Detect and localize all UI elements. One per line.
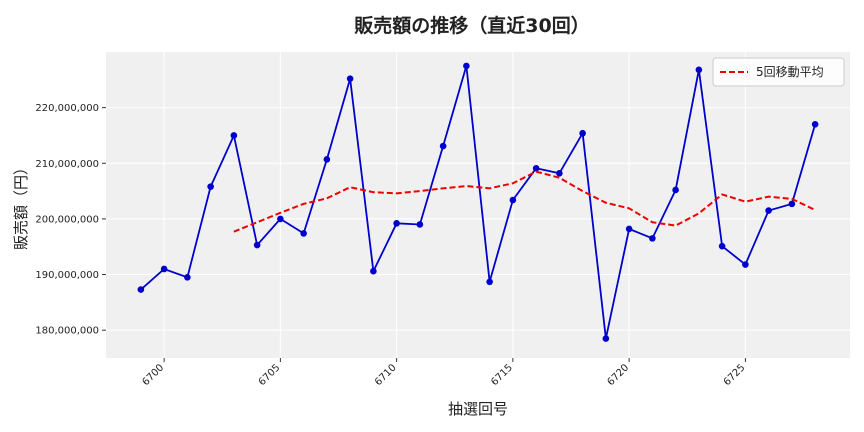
sales-point-6714 [486, 278, 493, 286]
y-axis-ticks: 180,000,000 190,000,000 200,000,000 210,000… [35, 103, 106, 337]
sales-point-6700 [160, 265, 168, 273]
y-axis-label: 販売額（円） [12, 160, 30, 250]
x-axis-label: 抽選回号 [448, 400, 508, 418]
sales-point-6708 [346, 75, 354, 83]
x-tick-label-2: 6710 [373, 362, 399, 388]
grid-lines [106, 52, 850, 358]
chart-title: 販売額の推移（直近30回） [354, 14, 589, 37]
sales-point-6713 [463, 62, 470, 70]
x-tick-label-0: 6700 [140, 362, 166, 388]
sales-point-6699 [137, 286, 145, 293]
sales-point-6710 [393, 220, 400, 227]
sales-point-6709 [370, 267, 377, 275]
sales-point-6727 [788, 200, 796, 208]
sales-point-6705 [277, 215, 284, 223]
sales-point-6701 [184, 274, 191, 281]
series-layer [137, 62, 819, 342]
sales-point-6720 [625, 225, 633, 233]
y-tick-label-4: 220,000,000 [35, 103, 99, 114]
sales-point-6715 [509, 196, 517, 204]
legend-box [712, 57, 845, 87]
sales-point-6707 [323, 156, 331, 163]
sales-point-6718 [579, 129, 586, 137]
sales-point-6702 [207, 183, 214, 190]
sales-point-6723 [695, 66, 703, 74]
x-tick-label-4: 6720 [605, 362, 631, 388]
sales-point-6726 [765, 207, 772, 214]
y-tick-label-0: 180,000,000 [35, 326, 99, 337]
series-sales-line [140, 65, 816, 339]
x-axis-ticks: 6700 6705 6710 6715 6720 6725 [140, 358, 747, 388]
sales-point-6724 [718, 242, 726, 250]
sales-point-6703 [230, 132, 238, 139]
sales-point-6722 [672, 186, 679, 194]
sales-point-6725 [742, 261, 749, 268]
y-tick-label-1: 190,000,000 [35, 270, 99, 281]
sales-point-6711 [416, 221, 424, 228]
plot-area [106, 52, 850, 358]
sales-point-6712 [439, 142, 447, 150]
legend-label-moving-average: 5回移動平均 [756, 65, 824, 79]
x-tick-label-3: 6715 [489, 362, 515, 388]
series-moving-average-line [233, 170, 816, 233]
sales-point-6704 [253, 241, 261, 249]
x-tick-label-1: 6705 [257, 362, 283, 388]
y-tick-label-3: 210,000,000 [35, 159, 99, 170]
sales-point-6721 [649, 235, 656, 242]
sales-point-6706 [300, 230, 307, 237]
sales-point-6717 [556, 169, 563, 177]
x-tick-label-5: 6725 [722, 362, 748, 388]
y-tick-label-2: 200,000,000 [35, 214, 99, 225]
sales-point-6728 [811, 121, 819, 128]
sales-point-6716 [532, 164, 540, 172]
sales-point-6719 [602, 335, 610, 342]
legend: 5回移動平均 [712, 57, 845, 87]
